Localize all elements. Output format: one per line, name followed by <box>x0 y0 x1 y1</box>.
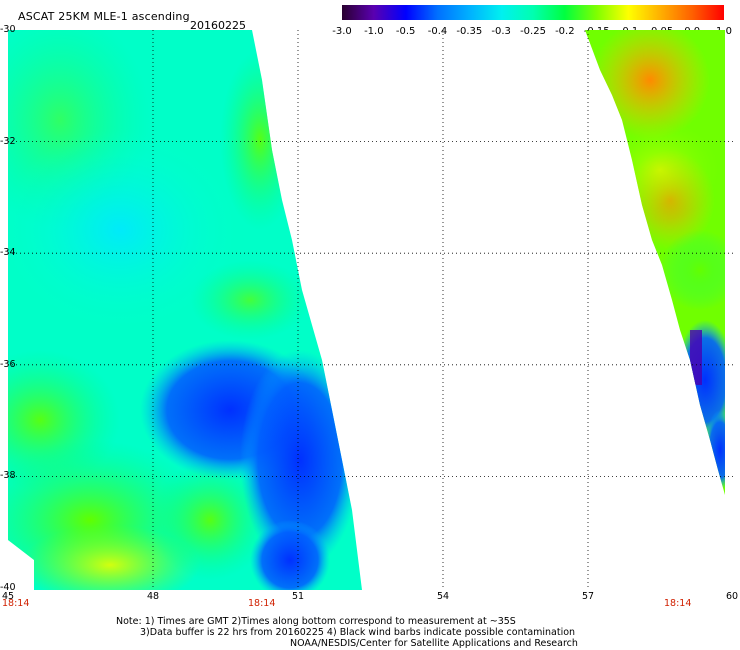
time-label-middle: 18:14 <box>248 598 276 609</box>
colorbar-tick-label: -0.25 <box>520 26 546 37</box>
colorbar-tick-label: -0.4 <box>427 26 448 37</box>
time-label-right: 18:14 <box>664 598 692 609</box>
latitude-label: -32 <box>0 135 16 147</box>
longitude-label: 48 <box>147 591 160 602</box>
latitude-label: -36 <box>0 358 16 370</box>
latitude-label: -40 <box>0 582 16 593</box>
graticule <box>8 30 733 588</box>
colorbar-tick-label: -3.0 <box>332 26 352 37</box>
left-swath <box>8 30 362 590</box>
right-swath <box>585 30 725 495</box>
swath-map <box>8 30 733 590</box>
colorbar-tick-label: -0.35 <box>456 26 483 37</box>
note-line-1: Note: 1) Times are GMT 2)Times along bot… <box>116 616 516 627</box>
colorbar-tick-label: -0.5 <box>395 26 416 37</box>
colorbar-tick-label: -0.2 <box>555 26 575 37</box>
note-line-2: 3)Data buffer is 22 hrs from 20160225 4)… <box>140 627 576 638</box>
note-line-3: NOAA/NESDIS/Center for Satellite Applica… <box>290 638 578 649</box>
time-label-left: 18:14 <box>2 598 30 609</box>
longitude-label: 51 <box>292 591 305 602</box>
longitude-label: 57 <box>582 591 595 602</box>
colorbar-tick-label: -1.0 <box>364 26 384 37</box>
latitude-label: -38 <box>0 470 16 482</box>
latitude-label: -34 <box>0 247 16 259</box>
map-title: ASCAT 25KM MLE-1 ascending <box>18 10 190 23</box>
longitude-label: 60 <box>726 591 739 602</box>
longitude-label: 54 <box>437 591 450 602</box>
colorbar <box>342 5 724 20</box>
longitude-label: 45 <box>2 591 15 602</box>
latitude-label: -30 <box>0 24 16 35</box>
colorbar-tick-label: -0.3 <box>491 26 511 37</box>
map-date: 20160225 <box>190 19 246 32</box>
